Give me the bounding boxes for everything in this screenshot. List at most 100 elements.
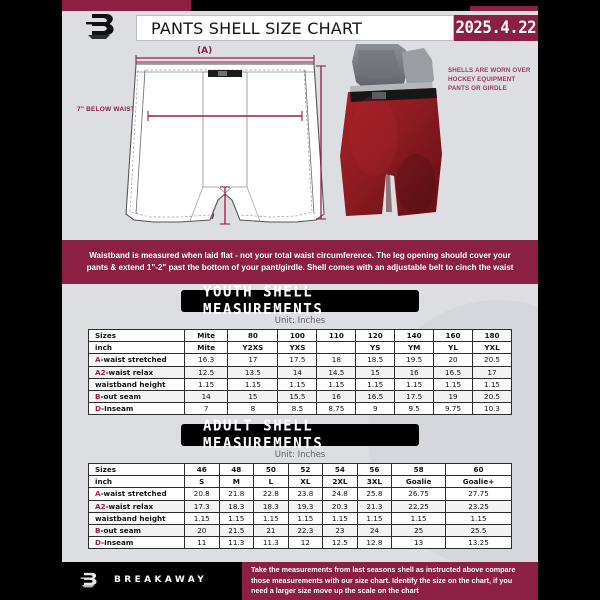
adult-section-title-pill: ADULT SHELL MEASUREMENTS — [181, 418, 419, 452]
table-cell: 20.5 — [472, 353, 512, 367]
table-cell: 1.15 — [472, 377, 512, 391]
table-cell: 22.25 — [391, 499, 446, 513]
table-cell — [316, 341, 357, 355]
diagram-label-a: (A) — [197, 46, 213, 56]
youth-section-title-pill: YOUTH SHELL MEASUREMENTS — [181, 284, 419, 318]
table-row: Sizes 46 48 50 52 54 56 58 60 — [88, 462, 513, 477]
table-cell: 11 — [184, 536, 220, 550]
table-cell: 17.5 — [277, 353, 318, 367]
table-cell: 20 — [184, 523, 220, 538]
youth-unit-label: Unit: Inches — [274, 316, 326, 326]
table-cell: 16 — [394, 365, 435, 379]
table-row: B-out seam 20 21.5 21 22.3 23 24 25 25.5 — [88, 523, 513, 538]
table-row: A2-waist relax 17.3 18.3 18.3 19.3 20.3 21.3 22… — [88, 499, 513, 513]
page-title-box: PANTS SHELL SIZE CHART — [136, 15, 454, 41]
table-cell: 180 — [472, 328, 512, 343]
row-label: Sizes — [88, 462, 185, 477]
table-cell: 17.3 — [184, 499, 220, 513]
row-label: waistband height — [88, 377, 185, 391]
table-cell: 14 — [183, 389, 229, 404]
row-label: A2-waist relax — [88, 499, 185, 513]
instruction-banner: Waistband is measured when laid flat - n… — [62, 240, 538, 284]
table-cell: 20 — [433, 353, 474, 367]
product-photo-shell — [340, 44, 442, 216]
table-cell: 21.8 — [218, 487, 255, 501]
table-cell: 16.5 — [433, 365, 474, 379]
row-label-prefix: A — [95, 489, 101, 499]
photo-note-text: SHELLS ARE WORN OVER HOCKEY EQUIPMENT PA… — [448, 67, 531, 92]
table-row: D-Inseam 7 8 8.5 8.75 9 9.5 9.75 10.3 — [88, 402, 512, 416]
table-cell: 19.5 — [394, 353, 435, 367]
table-cell: S — [184, 475, 220, 489]
table-row: Sizes Mite 80 100 110 120 140 160 180 — [88, 328, 512, 343]
table-cell: 1.15 — [184, 511, 220, 525]
row-label-prefix: D — [95, 404, 102, 414]
table-row: A2-waist relax 12.5 13.5 14 14.5 15 16 16.5 17 — [88, 365, 512, 379]
table-cell: 1.15 — [391, 511, 446, 525]
top-strip-maroon-right — [470, 6, 538, 11]
table-cell: Mite — [183, 341, 229, 355]
table-cell: 2XL — [322, 475, 358, 489]
table-cell: 21.3 — [356, 499, 393, 513]
table-cell: YXS — [277, 341, 318, 355]
table-cell: 1.15 — [394, 377, 435, 391]
table-cell: 23.8 — [287, 487, 324, 501]
adult-measurements-table: Sizes 46 48 50 52 54 56 58 60 inch S M L XL 2XL 3XL Goal… — [88, 462, 513, 550]
row-label: D-Inseam — [88, 536, 185, 550]
pants-line-drawing-icon — [125, 55, 326, 225]
table-cell: 54 — [322, 462, 358, 477]
footer-brand-bar: BREAKAWAY — [62, 562, 242, 600]
table-cell: 22.3 — [287, 523, 324, 538]
table-cell: 20.8 — [184, 487, 220, 501]
table-cell: 18.3 — [253, 499, 289, 513]
row-label: B-out seam — [88, 523, 185, 538]
table-cell: 24.8 — [322, 487, 358, 501]
table-cell: 17 — [472, 365, 512, 379]
table-cell: 140 — [394, 328, 435, 343]
breakaway-b-logo-icon — [76, 7, 132, 51]
table-cell: 110 — [316, 328, 357, 343]
table-cell: 17.5 — [394, 389, 435, 404]
table-cell: Y2XS — [227, 341, 279, 355]
table-row: B-out seam 14 15 15.5 16 16.5 17.5 19 20.5 — [88, 389, 512, 404]
table-cell: XL — [287, 475, 324, 489]
table-cell: Goalie — [391, 475, 446, 489]
table-cell: 12.5 — [322, 536, 358, 550]
table-cell: 25.8 — [356, 487, 393, 501]
date-badge: 2025.4.22 — [454, 15, 538, 41]
table-row: inch S M L XL 2XL 3XL Goalie Goalie+ — [88, 475, 513, 489]
top-strip-maroon-left — [62, 0, 191, 11]
youth-section-title: YOUTH SHELL MEASUREMENTS — [203, 283, 324, 319]
table-cell: 14 — [277, 365, 318, 379]
row-label-prefix: A2 — [95, 367, 106, 377]
row-label: waistband height — [88, 511, 185, 525]
table-cell: 120 — [355, 328, 396, 343]
top-accent-strip — [62, 0, 538, 11]
below-waist-note: 7" BELOW WAIST — [77, 106, 135, 113]
table-row: A-waist stretched 20.8 21.8 22.8 23.8 24.8 25.… — [88, 487, 513, 501]
table-cell: 21 — [253, 523, 289, 538]
table-cell: 16.3 — [183, 353, 229, 367]
page-title: PANTS SHELL SIZE CHART — [151, 18, 363, 38]
row-label: B-out seam — [88, 389, 185, 404]
table-cell: 1.15 — [433, 377, 474, 391]
table-cell: 8.75 — [316, 402, 357, 416]
table-cell: 50 — [253, 462, 289, 477]
footer-breakaway-b-logo-icon — [80, 572, 97, 588]
table-cell: 10.3 — [472, 402, 512, 416]
table-cell: 100 — [277, 328, 318, 343]
row-label: A2-waist relax — [88, 365, 185, 379]
table-cell: 11.3 — [253, 536, 289, 550]
table-cell: 22.8 — [253, 487, 289, 501]
row-label-prefix: D — [95, 538, 102, 548]
instruction-banner-text: Waistband is measured when laid flat - n… — [86, 251, 514, 272]
table-cell: 60 — [444, 462, 513, 477]
table-cell: 1.15 — [356, 511, 393, 525]
table-cell: 21.5 — [218, 523, 255, 538]
table-cell: 16.5 — [355, 389, 396, 404]
table-cell: 1.15 — [444, 511, 513, 525]
row-label-prefix: A — [95, 355, 101, 365]
table-cell: 8 — [227, 402, 279, 416]
table-cell: 48 — [218, 462, 255, 477]
table-row: D-Inseam 11 11.3 11.3 12 12.5 12.8 13 13.25 — [88, 536, 513, 550]
